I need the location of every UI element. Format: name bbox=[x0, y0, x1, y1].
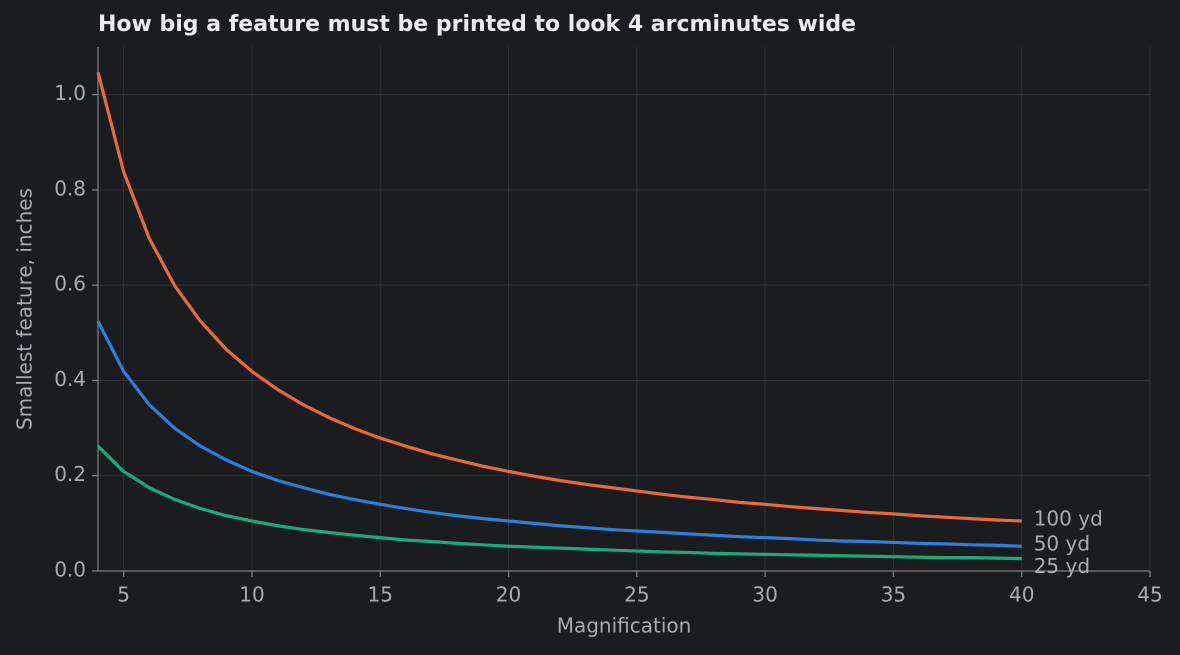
x-tick-label: 10 bbox=[239, 583, 264, 607]
y-tick-label: 0.4 bbox=[54, 367, 86, 391]
series-label: 25 yd bbox=[1034, 554, 1090, 578]
y-tick-label: 1.0 bbox=[54, 81, 86, 105]
y-tick-label: 0.6 bbox=[54, 272, 86, 296]
x-tick-label: 5 bbox=[117, 583, 130, 607]
line-series bbox=[96, 320, 1022, 548]
line-series bbox=[96, 71, 1022, 523]
y-tick-label: 0.0 bbox=[54, 558, 86, 582]
x-tick-label: 25 bbox=[624, 583, 649, 607]
x-tick-label: 35 bbox=[881, 583, 906, 607]
x-tick-label: 20 bbox=[496, 583, 521, 607]
chart-title: How big a feature must be printed to loo… bbox=[98, 12, 856, 37]
y-tick-label: 0.8 bbox=[54, 176, 86, 200]
x-tick-label: 45 bbox=[1137, 583, 1162, 607]
line-series bbox=[96, 445, 1022, 561]
y-tick-label: 0.2 bbox=[54, 462, 86, 486]
x-axis-label: Magnification bbox=[557, 614, 692, 638]
series-label: 100 yd bbox=[1034, 506, 1103, 530]
y-axis-label: Smallest feature, inches bbox=[13, 188, 37, 430]
series-label: 50 yd bbox=[1034, 532, 1090, 556]
x-tick-label: 15 bbox=[368, 583, 393, 607]
x-tick-label: 40 bbox=[1009, 583, 1034, 607]
x-tick-label: 30 bbox=[752, 583, 777, 607]
